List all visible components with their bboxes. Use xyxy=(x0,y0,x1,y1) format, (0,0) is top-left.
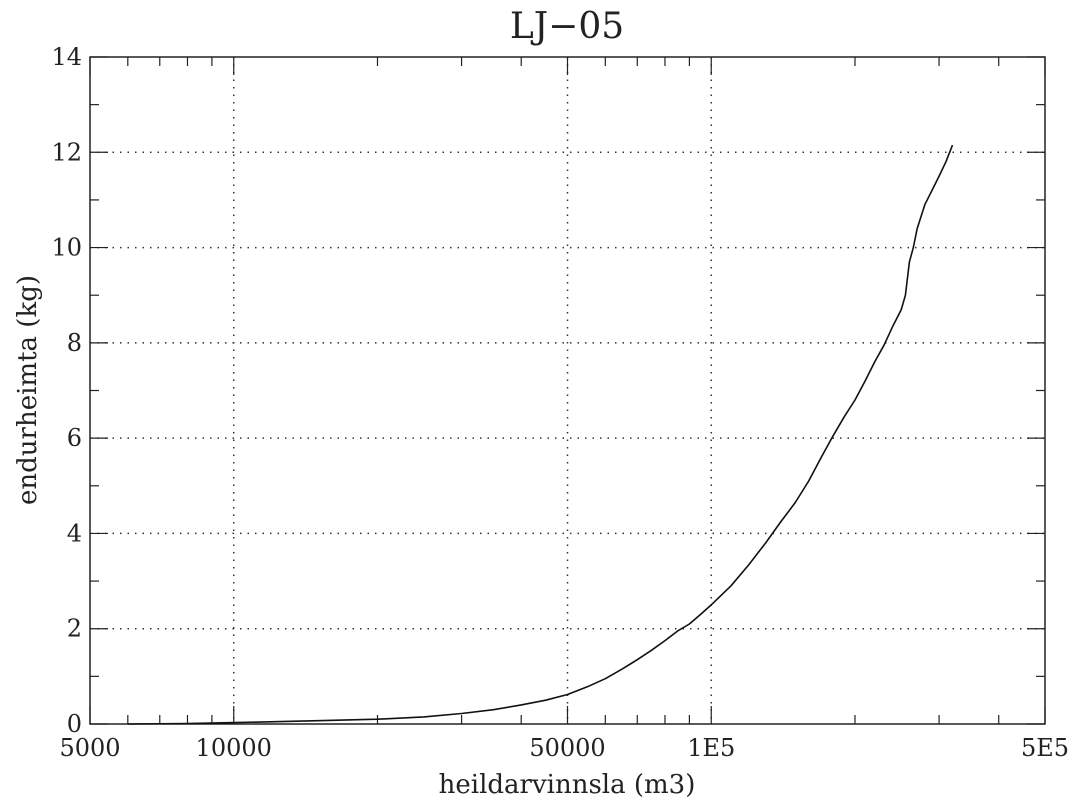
y-axis-label: endurheimta (kg) xyxy=(13,275,43,505)
y-tick-labels: 0 2 4 6 8 10 12 14 xyxy=(51,43,82,738)
x-tick-label: 50000 xyxy=(529,734,605,762)
x-tick-label: 1E5 xyxy=(687,734,735,762)
chart-title: LJ−05 xyxy=(510,6,624,47)
plot-frame xyxy=(89,56,1046,725)
y-tick-label: 12 xyxy=(51,138,82,166)
x-tick-label: 5000 xyxy=(59,734,120,762)
x-tick-label: 5E5 xyxy=(1021,734,1069,762)
axis-ticks xyxy=(89,56,1046,725)
y-tick-label: 0 xyxy=(67,710,82,738)
y-tick-label: 8 xyxy=(67,329,82,357)
series-line xyxy=(127,144,954,725)
y-tick-label: 4 xyxy=(67,519,82,547)
x-tick-label: 10000 xyxy=(196,734,272,762)
series-layer xyxy=(127,144,954,725)
y-tick-label: 6 xyxy=(67,424,82,452)
y-tick-label: 2 xyxy=(67,615,82,643)
y-tick-label: 10 xyxy=(51,234,82,262)
x-tick-labels: 5000 10000 50000 1E5 5E5 xyxy=(59,734,1069,762)
x-axis-label: heildarvinnsla (m3) xyxy=(439,770,696,800)
y-tick-label: 14 xyxy=(51,43,82,71)
grid-lines xyxy=(90,57,1045,724)
